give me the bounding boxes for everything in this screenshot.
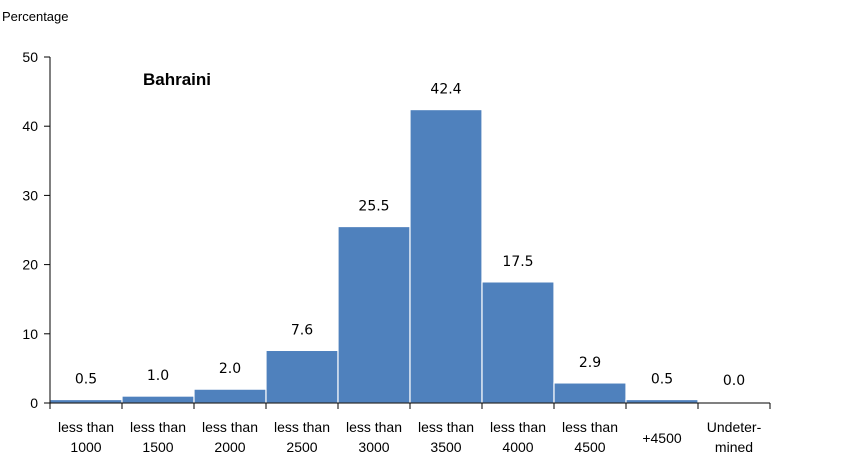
x-category-label: less than 1000 [58, 419, 114, 455]
x-category-label-line: 4000 [502, 439, 533, 455]
bar [337, 225, 411, 404]
x-category-label-line: mined [715, 439, 753, 455]
x-category-label: less than 3000 [346, 419, 402, 455]
x-category-label-line: less than [490, 419, 546, 435]
x-category-label-line: 2500 [286, 439, 317, 455]
y-tick-label: 0 [30, 395, 38, 411]
bar [553, 382, 627, 404]
x-category-label: less than 3500 [418, 419, 474, 455]
bar [265, 349, 339, 404]
chart-subtitle: Bahraini [143, 70, 211, 89]
x-category-label: less than 4000 [490, 419, 546, 455]
data-label: 2.9 [579, 355, 601, 371]
x-category-label-line: 2000 [214, 439, 245, 455]
x-category-label-line: less than [346, 419, 402, 435]
x-category-label: less than 4500 [562, 419, 618, 455]
x-category-label-line: 1500 [142, 439, 173, 455]
bar [121, 395, 195, 404]
y-tick-label: 50 [22, 49, 38, 65]
x-category-label-line: less than [274, 419, 330, 435]
bar [481, 281, 555, 404]
x-category-label-line: 3000 [358, 439, 389, 455]
data-label: 25.5 [358, 199, 389, 215]
data-label: 0.5 [75, 372, 97, 388]
x-category-label: less than 1500 [130, 419, 186, 455]
data-label: 7.6 [291, 322, 313, 338]
bar [625, 398, 699, 404]
x-category-label: +4500 [642, 430, 682, 446]
bar [409, 108, 483, 404]
x-category-label: less than 2500 [274, 419, 330, 455]
x-category-label-line: less than [202, 419, 258, 435]
data-label: 1.0 [147, 368, 169, 384]
x-category-label-line: less than [58, 419, 114, 435]
x-category-label-line: 3500 [430, 439, 461, 455]
x-category-label-line: 1000 [70, 439, 101, 455]
y-tick-label: 40 [22, 118, 38, 134]
data-label: 0.5 [651, 372, 673, 388]
data-labels-group: 0.5 1.0 2.0 7.6 25.5 42.4 17.5 2.9 0.5 0.0 [75, 82, 745, 389]
data-label: 42.4 [430, 82, 461, 98]
bars-group [49, 108, 699, 404]
data-label: 17.5 [502, 254, 533, 270]
y-axis-title: Percentage [2, 9, 69, 24]
y-axis: 0 10 20 30 40 50 [22, 49, 51, 411]
x-category-label: Undeter-mined [707, 419, 762, 455]
data-label: 2.0 [219, 361, 241, 377]
x-category-label-line: 4500 [574, 439, 605, 455]
bar [193, 388, 267, 404]
x-category-label-line: less than [130, 419, 186, 435]
y-tick-label: 20 [22, 257, 38, 273]
data-label: 0.0 [723, 373, 745, 389]
y-tick-label: 10 [22, 326, 38, 342]
x-category-label-line: Undeter- [707, 419, 762, 435]
bar [49, 398, 123, 404]
x-category-label-line: less than [418, 419, 474, 435]
x-category-label-line: +4500 [642, 430, 682, 446]
x-category-label: less than 2000 [202, 419, 258, 455]
x-category-label-line: less than [562, 419, 618, 435]
y-tick-label: 30 [22, 187, 38, 203]
